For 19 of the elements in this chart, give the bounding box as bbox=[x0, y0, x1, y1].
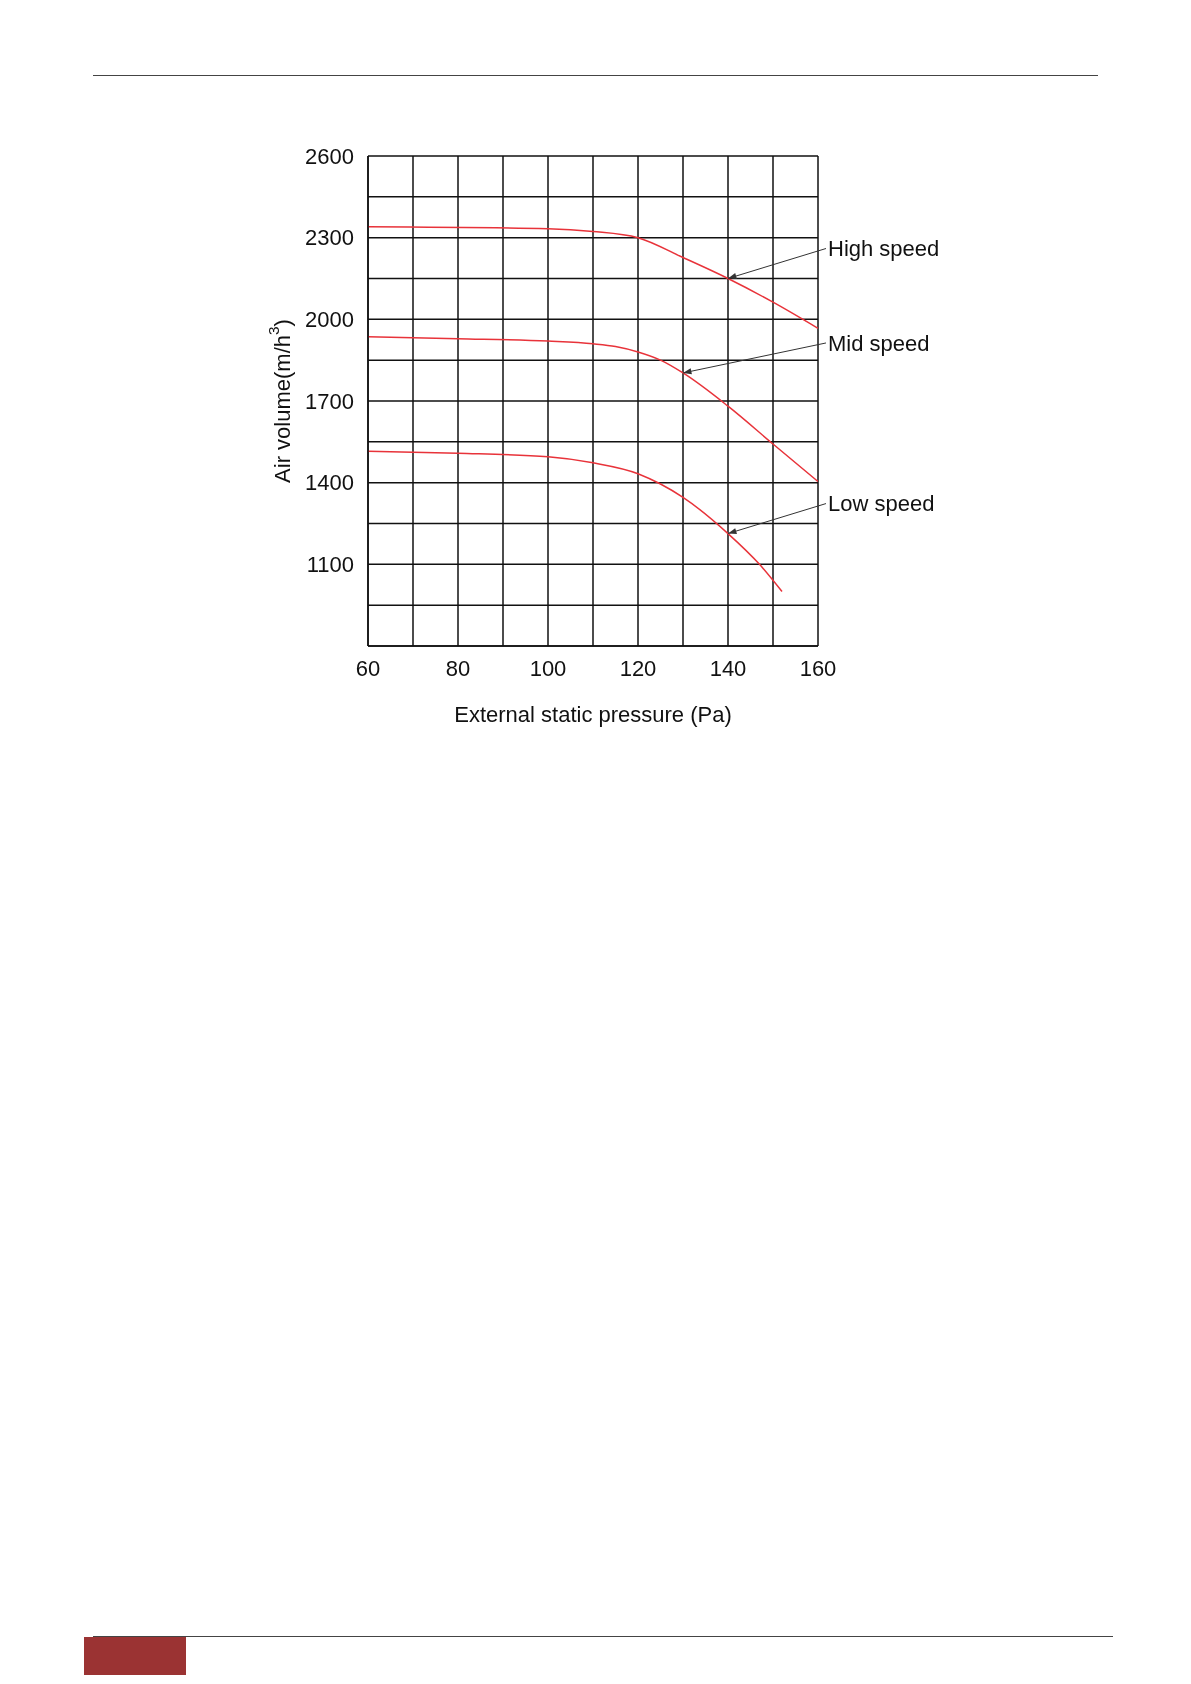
x-tick-label: 160 bbox=[799, 655, 837, 681]
line-series bbox=[368, 450, 783, 593]
line-series bbox=[368, 336, 818, 483]
y-tick-label: 2600 bbox=[305, 143, 354, 169]
text: High speed bbox=[828, 236, 940, 262]
line-series bbox=[368, 226, 818, 330]
y-tick-label: 1100 bbox=[306, 552, 354, 578]
x-tick-label: 140 bbox=[709, 655, 747, 681]
y-tick-label: 1700 bbox=[305, 388, 354, 414]
y-tick-label: 1400 bbox=[305, 470, 354, 496]
text: Low speed bbox=[828, 491, 935, 517]
y-tick-label: 2300 bbox=[305, 225, 354, 251]
x-tick-label: 80 bbox=[445, 655, 471, 681]
x-tick-label: 120 bbox=[619, 655, 657, 681]
x-tick-label: 60 bbox=[355, 655, 381, 681]
x-tick-label: 100 bbox=[529, 655, 567, 681]
x-axis-title: External static pressure (Pa) bbox=[454, 702, 732, 727]
y-tick-label: 2000 bbox=[305, 307, 354, 333]
text: Mid speed bbox=[828, 330, 930, 356]
